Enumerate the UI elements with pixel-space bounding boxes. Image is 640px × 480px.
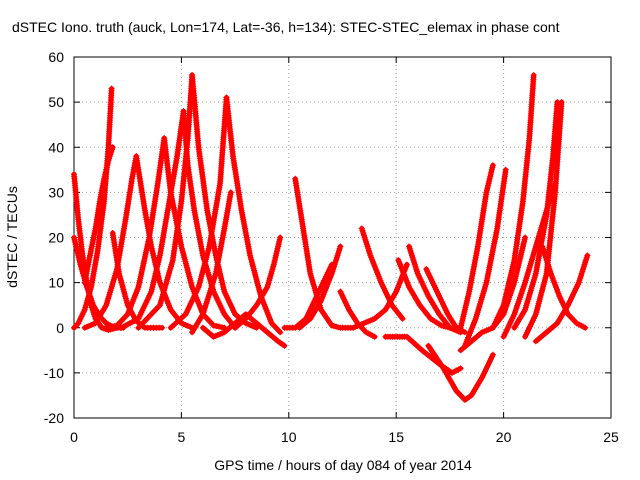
series-36 — [500, 180, 559, 340]
y-tick-label: 0 — [56, 320, 64, 336]
x-tick-label: 15 — [388, 429, 404, 445]
series-26 — [406, 243, 464, 336]
y-tick-label: 20 — [48, 230, 64, 246]
series-point-markers — [489, 72, 537, 331]
series-trace — [224, 95, 283, 335]
series-14 — [167, 94, 230, 331]
y-tick-label: 30 — [48, 184, 64, 200]
series-20 — [281, 261, 335, 331]
chart-title: dSTEC Iono. truth (auck, Lon=174, Lat=-3… — [12, 19, 560, 35]
series-30 — [457, 162, 496, 331]
y-tick-label: 10 — [48, 275, 64, 291]
series-point-markers — [539, 243, 589, 331]
series-38 — [539, 243, 589, 331]
series-point-markers — [189, 72, 260, 331]
tick-layer: 0 5 10 15 20 25 -20 -10 0 10 20 30 40 50 60 — [44, 49, 619, 445]
x-tick-label: 25 — [603, 429, 619, 445]
series-29 — [425, 342, 496, 403]
x-tick-label: 10 — [281, 429, 297, 445]
series-point-markers — [199, 311, 288, 349]
series-point-markers — [500, 180, 559, 340]
y-tick-label: -10 — [44, 365, 64, 381]
x-tick-label: 0 — [70, 429, 78, 445]
series-point-markers — [223, 94, 284, 336]
series-19 — [292, 175, 344, 331]
series-point-markers — [457, 162, 496, 331]
y-tick-label: 40 — [48, 139, 64, 155]
series-point-markers — [395, 257, 453, 331]
series-point-markers — [232, 234, 284, 331]
series-point-markers — [358, 225, 406, 322]
series-17 — [199, 311, 288, 349]
series-21 — [296, 243, 344, 331]
series-15 — [223, 94, 284, 336]
series-point-markers — [81, 144, 116, 286]
series-point-markers — [118, 108, 187, 331]
series-23 — [358, 225, 406, 322]
y-tick-label: -20 — [44, 410, 64, 426]
data-layer — [71, 72, 591, 403]
series-trace — [383, 334, 464, 376]
series-8 — [103, 135, 168, 331]
series-point-markers — [189, 189, 234, 336]
series-33 — [489, 72, 537, 331]
series-28 — [382, 333, 464, 376]
x-tick-label: 20 — [496, 429, 512, 445]
y-axis-label: dSTEC / TECUs — [4, 186, 20, 288]
series-point-markers — [167, 94, 230, 331]
series-point-markers — [81, 153, 140, 331]
series-22 — [337, 288, 378, 340]
series-point-markers — [337, 288, 378, 340]
series-point-markers — [406, 243, 464, 336]
series-point-markers — [281, 261, 335, 331]
series-18 — [232, 234, 284, 331]
series-point-markers — [296, 243, 344, 331]
series-16 — [189, 189, 234, 336]
x-tick-label: 5 — [178, 429, 186, 445]
series-25 — [395, 257, 453, 331]
series-point-markers — [103, 135, 168, 331]
series-12 — [135, 72, 196, 331]
x-axis-label: GPS time / hours of day 084 of year 2014 — [214, 457, 472, 473]
series-6 — [81, 153, 140, 331]
series-4 — [81, 144, 116, 286]
y-tick-label: 60 — [48, 49, 64, 65]
y-tick-label: 50 — [48, 94, 64, 110]
series-point-markers — [135, 72, 196, 331]
series-10 — [118, 108, 187, 331]
series-point-markers — [425, 342, 496, 403]
